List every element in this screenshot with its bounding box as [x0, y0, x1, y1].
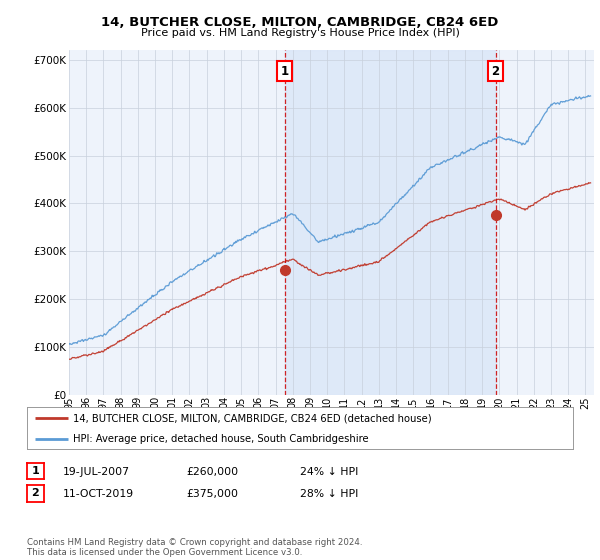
Text: 11-OCT-2019: 11-OCT-2019	[63, 489, 134, 499]
Text: Contains HM Land Registry data © Crown copyright and database right 2024.
This d: Contains HM Land Registry data © Crown c…	[27, 538, 362, 557]
Text: 2: 2	[32, 488, 39, 498]
Text: £260,000: £260,000	[186, 466, 238, 477]
Text: 2: 2	[491, 64, 500, 78]
Bar	[285, 50, 496, 395]
Text: 24% ↓ HPI: 24% ↓ HPI	[300, 466, 358, 477]
Text: 28% ↓ HPI: 28% ↓ HPI	[300, 489, 358, 499]
Text: £375,000: £375,000	[186, 489, 238, 499]
Text: 14, BUTCHER CLOSE, MILTON, CAMBRIDGE, CB24 6ED: 14, BUTCHER CLOSE, MILTON, CAMBRIDGE, CB…	[101, 16, 499, 29]
Text: 1: 1	[281, 64, 289, 78]
Text: 19-JUL-2007: 19-JUL-2007	[63, 466, 130, 477]
Text: 14, BUTCHER CLOSE, MILTON, CAMBRIDGE, CB24 6ED (detached house): 14, BUTCHER CLOSE, MILTON, CAMBRIDGE, CB…	[73, 413, 432, 423]
Text: 1: 1	[32, 466, 39, 476]
Text: Price paid vs. HM Land Registry's House Price Index (HPI): Price paid vs. HM Land Registry's House …	[140, 28, 460, 38]
Text: HPI: Average price, detached house, South Cambridgeshire: HPI: Average price, detached house, Sout…	[73, 435, 369, 445]
